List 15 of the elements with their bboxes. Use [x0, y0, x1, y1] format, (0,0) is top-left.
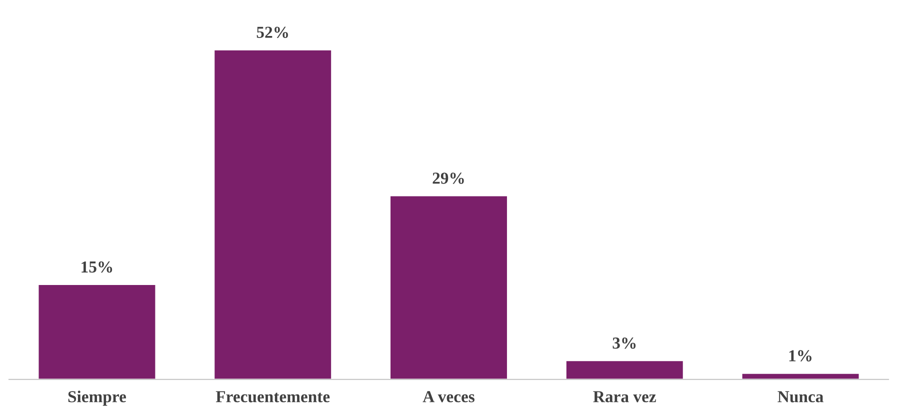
data-label: 1%: [789, 350, 812, 362]
x-tick-label: Frecuentemente: [216, 391, 330, 402]
data-label: 52%: [256, 26, 288, 38]
data-label: 3%: [612, 337, 636, 349]
x-tick-label: Siempre: [68, 390, 126, 406]
x-tick-label: Nunca: [778, 391, 824, 402]
x-tick-label: A veces: [422, 391, 474, 402]
bar: [37, 284, 157, 380]
bar: [389, 194, 508, 380]
x-tick-label: Rara vez: [593, 391, 656, 402]
bar: [740, 372, 860, 380]
bar: [213, 48, 332, 380]
data-label: 15%: [82, 261, 112, 273]
data-label: 29%: [432, 172, 464, 184]
bar: [565, 360, 684, 380]
